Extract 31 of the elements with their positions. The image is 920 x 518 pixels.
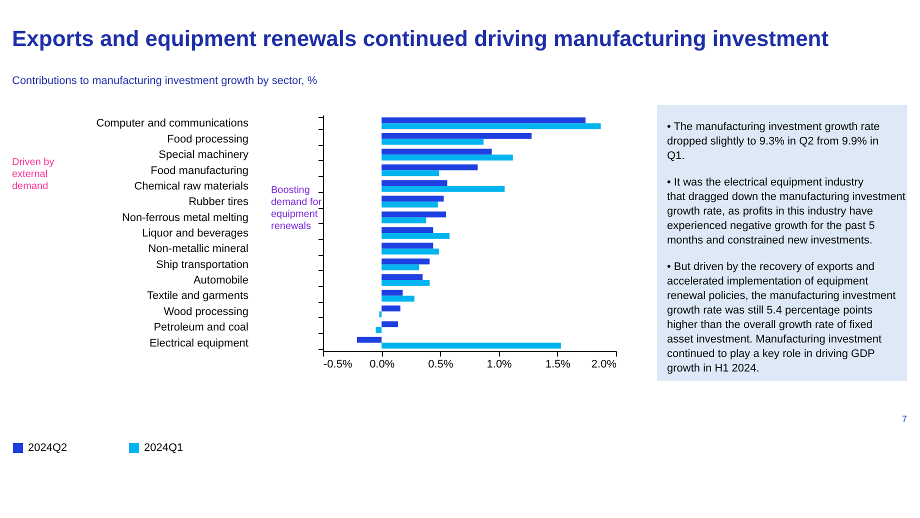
chart-title: Exports and equipment renewals continued driving manufacturing investment	[12, 26, 830, 51]
y-tick-label: Textile and garments	[147, 290, 249, 302]
text: Driven by external demand	[12, 157, 54, 192]
text: Contributions to manufacturing investment growth by sector, %	[12, 75, 318, 87]
y-tick-label: Non-ferrous metal melting	[122, 212, 248, 224]
y-tick-label: Chemical raw materials	[134, 180, 249, 192]
y-tick-label: Petroleum and coal	[154, 322, 248, 334]
y-tick-label: Special machinery	[158, 149, 249, 162]
x-tick-label: 0.5%	[428, 358, 454, 370]
x-tick-label: 2.0%	[591, 358, 617, 370]
y-tick-label: Electrical equipment	[149, 337, 248, 350]
y-tick-label: Rubber tires	[188, 196, 249, 208]
text: 7	[902, 414, 908, 424]
y-tick-label: Food processing	[167, 133, 248, 146]
legend-label: 2024Q2	[28, 442, 68, 454]
legend-label: 2024Q1	[144, 442, 184, 454]
y-tick-label: Ship transportation	[156, 258, 248, 271]
x-tick-label: 1.5%	[545, 358, 571, 370]
y-tick-label: Liquor and beverages	[142, 228, 249, 240]
y-tick-label: Wood processing	[164, 306, 248, 318]
text: • But driven by the recovery of exports and accelerated implementation of equipment renewal policies, the manufacturing investment growth rate was still 5.4 percentage points higher than the overall growth rate of fixed asset investment. Manufacturing investment continued to play a key role in driving GDP growth in H1 2024.	[667, 261, 896, 374]
x-tick-label: 0.0%	[370, 358, 395, 370]
y-tick-label: Automobile	[193, 274, 248, 287]
y-tick-label: Food manufacturing	[150, 164, 248, 177]
x-tick-label: -0.5%	[324, 358, 352, 370]
text: Boosting demand for equipment renewals	[271, 185, 322, 232]
text: • The manufacturing investment growth rate dropped slightly to 9.3% in Q2 from 9.9% in Q1.	[667, 121, 880, 162]
x-tick-label: 1.0%	[486, 358, 512, 370]
text: • It was the electrical equipment industry that dragged down the manufacturing investment growth rate, as profits in this industry have experienced negative growth for the past 5 months and constrained new investments.	[667, 176, 906, 246]
y-tick-label: Computer and communications	[96, 118, 249, 130]
y-tick-label: Non-metallic mineral	[148, 243, 248, 256]
